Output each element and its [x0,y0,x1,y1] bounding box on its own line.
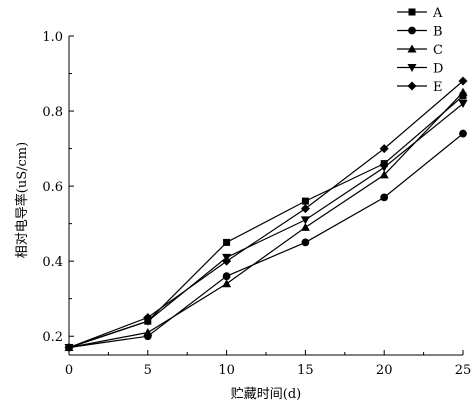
data-point-marker [380,160,388,168]
legend-label: C [433,43,443,58]
data-point-marker [458,76,468,86]
data-point-marker [459,129,467,138]
data-point-marker [379,170,389,179]
x-tick-label: 15 [297,363,314,378]
data-point-marker [143,312,153,322]
legend-entry-A: A [397,6,443,21]
x-tick-label: 5 [144,363,152,378]
y-tick-label: 1.0 [42,30,63,45]
series-lines [64,76,468,352]
data-point-marker [407,64,417,72]
data-point-marker [222,272,231,281]
data-point-marker [379,144,389,154]
data-point-marker [458,87,468,96]
data-point-marker [380,193,389,202]
data-point-marker [64,342,74,352]
series-C [64,87,468,351]
series-A [65,92,467,351]
legend-label: E [433,80,443,95]
x-tick-label: 20 [376,363,393,378]
data-point-marker [222,279,232,288]
data-point-marker [300,222,310,231]
series-E [64,76,468,352]
y-tick-label: 0.2 [42,330,63,345]
series-line [68,91,464,349]
legend-label: D [433,62,443,77]
legend-label: B [433,25,443,40]
legend-entry-D: D [397,62,443,77]
data-point-marker [408,8,416,16]
data-point-marker [407,81,417,91]
data-point-marker [379,163,389,172]
x-tick-label: 0 [65,363,73,378]
series-D [64,100,468,352]
x-tick-label: 10 [218,363,235,378]
legend-entry-E: E [397,80,443,95]
series-line [68,80,464,349]
data-point-marker [458,100,468,109]
legend-entry-C: C [397,43,443,58]
data-point-marker [223,238,231,246]
y-tick-label: 0.4 [42,255,63,270]
data-point-marker [301,238,310,247]
legend-entry-B: B [397,25,443,40]
data-point-marker [459,92,467,100]
data-point-marker [408,26,416,35]
series-line [68,103,464,349]
data-point-marker [300,216,310,225]
x-tick-label: 25 [455,363,472,378]
series-line [68,95,464,349]
axes: 0 5 10 15 20 25 0.2 0.4 0.6 0.8 1.0 [42,30,471,378]
series-line [68,133,464,349]
y-tick-label: 0.8 [42,105,63,120]
data-point-marker [301,197,309,205]
series-B [65,129,467,352]
legend-label: A [432,6,443,21]
x-axis-title: 贮藏时间(d) [231,387,301,402]
data-point-marker [300,204,310,214]
y-axis-title: 相对电导率(uS/cm) [14,142,30,258]
data-point-marker [407,44,417,53]
data-point-marker [143,327,153,336]
data-point-marker [222,256,232,266]
y-tick-label: 0.6 [42,180,63,195]
